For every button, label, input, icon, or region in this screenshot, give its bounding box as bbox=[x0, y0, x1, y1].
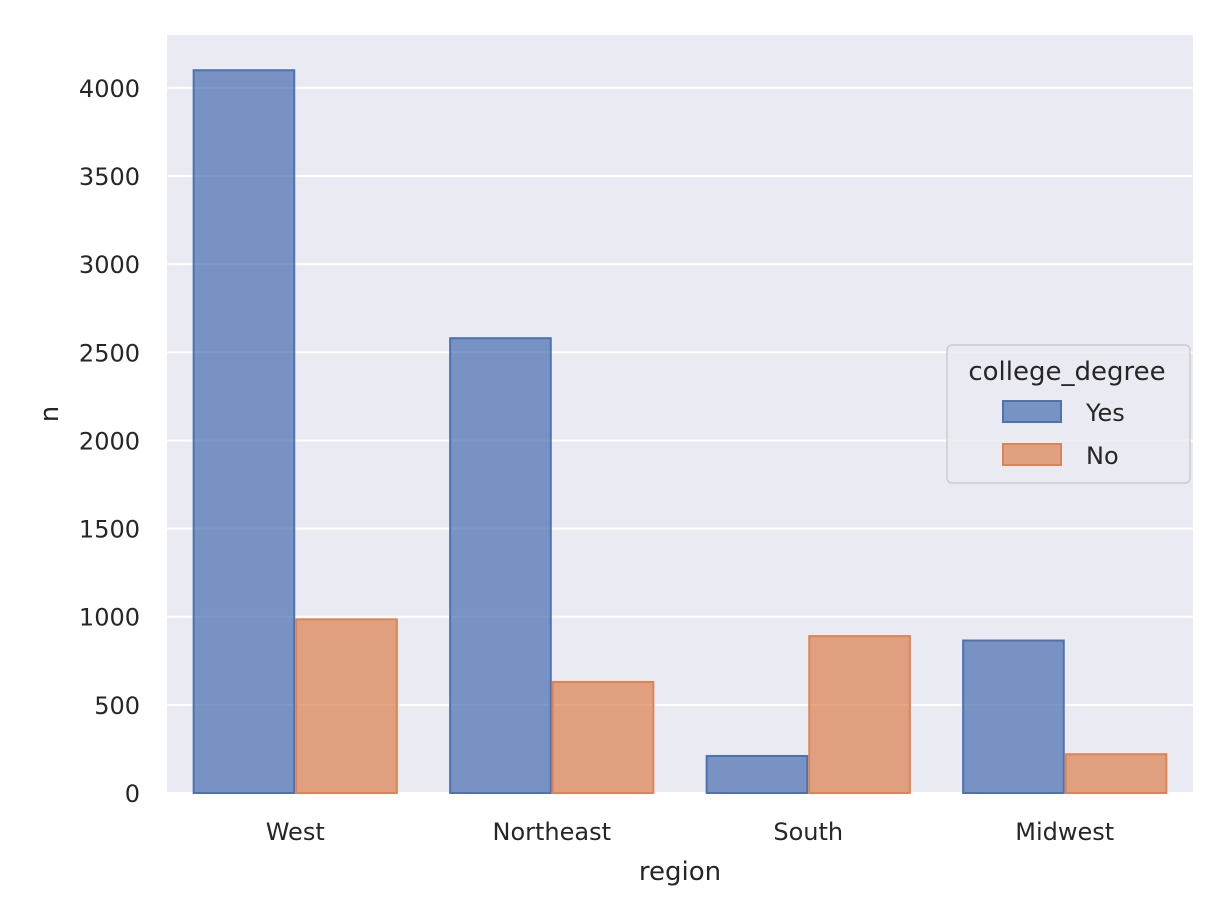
x-tick-label: Midwest bbox=[1015, 818, 1114, 846]
legend-swatch-yes bbox=[1002, 400, 1062, 423]
bar-no-northeast bbox=[551, 680, 655, 795]
bar-yes-northeast bbox=[449, 337, 552, 794]
y-axis-label: n bbox=[35, 406, 65, 422]
y-tick-label: 1500 bbox=[79, 516, 140, 544]
y-tick-label: 2500 bbox=[79, 339, 140, 367]
legend-label-yes: Yes bbox=[1085, 399, 1125, 427]
bar-no-midwest bbox=[1064, 753, 1168, 795]
legend-swatch-no bbox=[1002, 443, 1062, 466]
bar-no-west bbox=[295, 618, 398, 794]
x-tick-label: Northeast bbox=[492, 818, 611, 846]
y-tick-labels: 0 500 1000 1500 2000 2500 3000 3500 4000 bbox=[79, 75, 140, 808]
y-tick-label: 500 bbox=[94, 692, 140, 720]
bars bbox=[192, 69, 1168, 795]
x-axis-label: region bbox=[639, 857, 721, 887]
y-tick-label: 3500 bbox=[79, 163, 140, 191]
y-tick-label: 4000 bbox=[79, 75, 140, 103]
x-tick-labels: West Northeast South Midwest bbox=[266, 818, 1114, 846]
bar-no-south bbox=[808, 635, 911, 794]
bar-yes-south bbox=[705, 754, 809, 794]
y-tick-label: 2000 bbox=[79, 427, 140, 455]
y-tick-label: 3000 bbox=[79, 251, 140, 279]
bar-yes-midwest bbox=[962, 639, 1065, 795]
y-tick-label: 1000 bbox=[79, 604, 140, 632]
legend-title: college_degree bbox=[968, 357, 1165, 387]
y-tick-label: 0 bbox=[125, 780, 140, 808]
x-tick-label: South bbox=[773, 818, 843, 846]
legend-label-no: No bbox=[1086, 442, 1119, 470]
x-tick-label: West bbox=[266, 818, 325, 846]
legend: college_degree Yes No bbox=[946, 344, 1191, 484]
bar-yes-west bbox=[192, 69, 296, 795]
